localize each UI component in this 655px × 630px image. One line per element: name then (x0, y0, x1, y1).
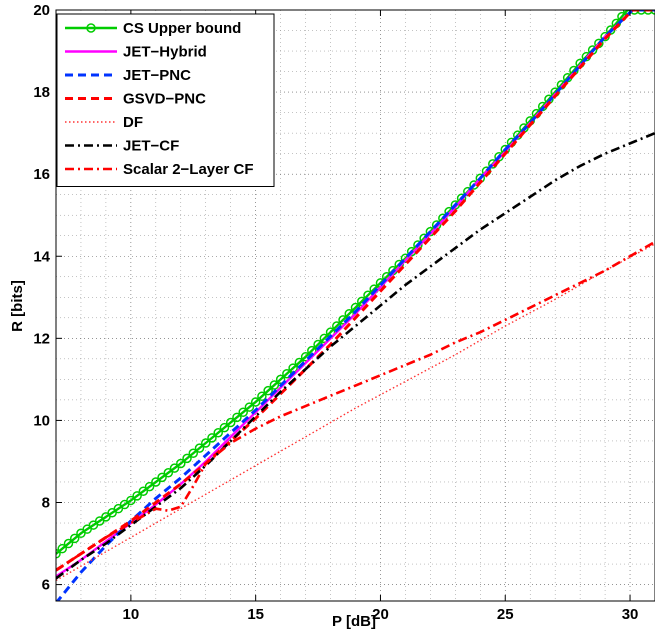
y-tick-label: 16 (33, 166, 50, 183)
data-point-marker (69, 533, 80, 544)
x-tick-label: 25 (497, 606, 514, 623)
data-point-marker (269, 380, 280, 390)
y-tick-label: 20 (33, 2, 50, 19)
data-point-marker (201, 438, 211, 448)
y-axis-label: R [bits] (9, 280, 26, 332)
data-point-marker (629, 10, 640, 15)
data-point-marker (182, 453, 192, 464)
data-point-marker (163, 467, 174, 478)
data-point-marker (63, 538, 74, 549)
data-point-marker (636, 10, 647, 15)
x-tick-label: 20 (372, 606, 389, 623)
x-axis-label: P [dB] (332, 613, 376, 630)
legend: CS Upper bound JET−Hybrid JET−PNC GSVD−PNC D… (56, 13, 275, 187)
data-point-marker (188, 448, 199, 458)
legend-label: JET−PNC (123, 67, 191, 84)
x-tick-label: 30 (622, 606, 639, 623)
legend-box (56, 13, 275, 187)
data-point-marker (244, 402, 255, 412)
data-point-marker (257, 391, 267, 402)
legend-label: GSVD−PNC (123, 91, 206, 108)
data-point-marker (56, 549, 61, 559)
data-point-marker (207, 433, 217, 443)
x-tick-label: 15 (247, 606, 264, 623)
y-tick-label: 18 (33, 84, 50, 101)
data-point-marker (57, 543, 67, 554)
legend-label: JET−Hybrid (123, 44, 207, 61)
series-layer (56, 10, 655, 601)
y-tick-label: 10 (33, 412, 50, 429)
data-point-marker (213, 427, 223, 438)
data-point-marker (151, 477, 161, 487)
legend-label: CS Upper bound (123, 20, 241, 37)
data-point-marker (126, 495, 136, 506)
legend-label: Scalar 2−Layer CF (123, 161, 254, 178)
tick-layer: 10 15 20 25 30 6 8 10 12 14 16 18 20 (33, 2, 638, 623)
data-point-marker (144, 481, 155, 492)
legend-label: DF (123, 114, 143, 131)
data-point-marker (176, 458, 186, 469)
data-point-marker (643, 10, 653, 15)
data-point-marker (250, 397, 261, 407)
y-tick-label: 8 (42, 495, 50, 512)
data-point-marker (132, 491, 142, 501)
y-tick-label: 12 (33, 330, 50, 347)
data-point-marker (225, 417, 236, 428)
series-line-6 (56, 240, 655, 572)
x-tick-label: 10 (123, 606, 140, 623)
data-point-marker (194, 443, 205, 453)
y-tick-label: 6 (42, 577, 50, 594)
series-line-2 (56, 10, 655, 601)
legend-label: JET−CF (123, 138, 179, 155)
y-tick-label: 14 (33, 248, 50, 265)
plot-frame (55, 9, 655, 602)
series-line-4 (56, 243, 655, 582)
data-point-marker (138, 486, 149, 496)
data-point-marker (232, 412, 242, 423)
data-point-marker (275, 374, 286, 385)
data-point-marker (238, 407, 248, 417)
data-point-marker (157, 472, 167, 483)
data-point-marker (219, 422, 230, 433)
data-point-marker (263, 385, 273, 396)
legend-marker (86, 23, 96, 33)
data-point-marker (169, 463, 180, 473)
series-line-3 (56, 10, 655, 572)
